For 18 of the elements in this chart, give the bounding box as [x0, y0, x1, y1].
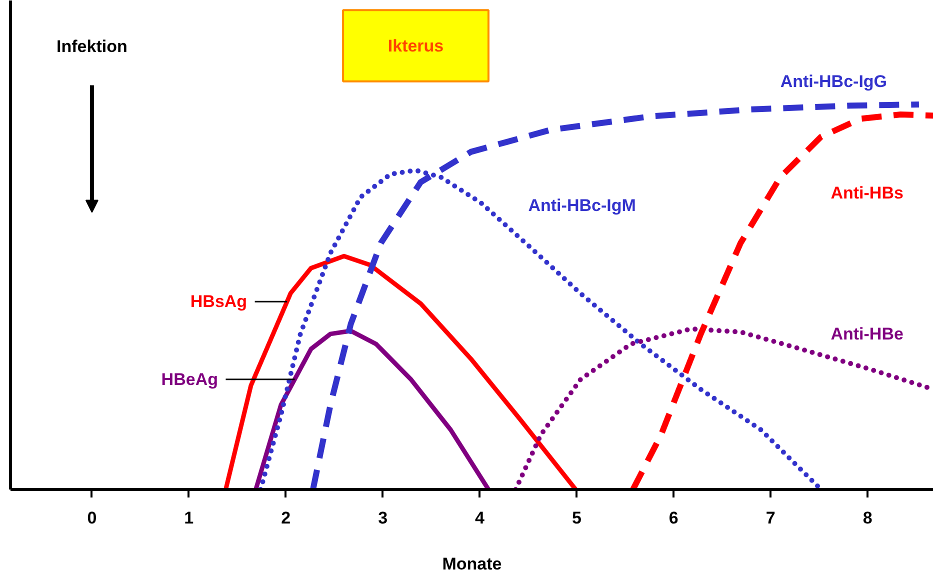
series-label: Anti-HBc-IgG — [780, 72, 888, 91]
x-tick-label: 7 — [766, 508, 776, 528]
x-tick-label: 0 — [87, 508, 97, 528]
x-tick-label: 8 — [862, 508, 872, 528]
x-tick-label: 5 — [572, 508, 582, 528]
x-tick-label: 4 — [475, 508, 486, 528]
series-label: HBsAg — [190, 292, 248, 312]
x-tick-label: 2 — [281, 508, 291, 528]
series-label: Anti-HBe — [830, 324, 904, 344]
text: Infektion — [56, 37, 128, 56]
x-tick-label: 1 — [184, 508, 194, 528]
text: Anti-HBs — [830, 184, 904, 203]
series-label: Anti-HBc-IgM — [528, 196, 636, 216]
x-axis-title: Monate — [442, 554, 502, 574]
text: HBeAg — [161, 370, 218, 389]
x-tick-label: 6 — [668, 508, 678, 528]
x-tick-label: 3 — [378, 508, 388, 528]
text: Ikterus — [388, 36, 444, 56]
